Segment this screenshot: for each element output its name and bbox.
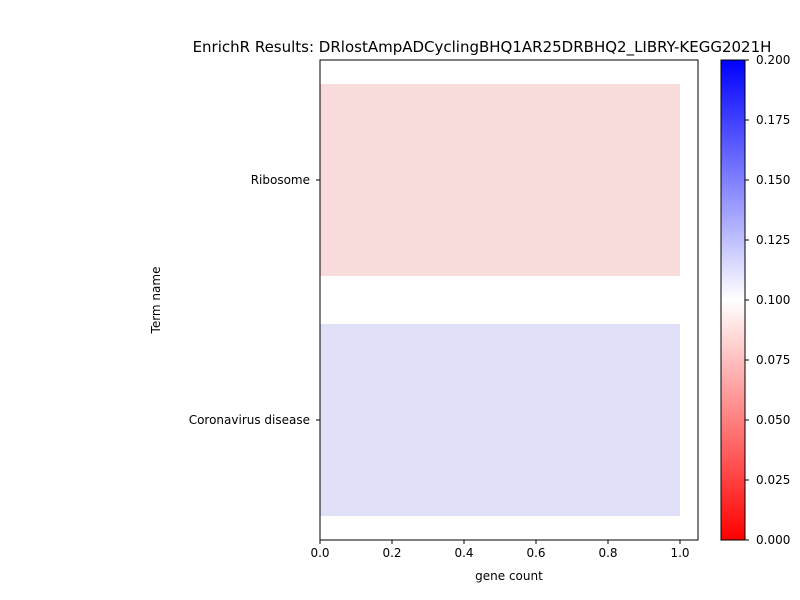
bars-group <box>320 84 680 516</box>
x-axis-ticks: 0.0 0.2 0.4 0.6 0.8 1.0 <box>310 540 690 560</box>
x-tick-label: 0.0 <box>310 546 329 560</box>
colorbar-tick-label: 0.050 <box>756 413 790 427</box>
x-tick-label: 1.0 <box>670 546 689 560</box>
x-axis-label: gene count <box>475 569 543 583</box>
x-tick-label: 0.8 <box>598 546 617 560</box>
colorbar-tick-label: 0.150 <box>756 173 790 187</box>
plot-frame <box>319 59 699 541</box>
bar-coronavirus-disease <box>320 324 680 516</box>
colorbar-tick-label: 0.175 <box>756 113 790 127</box>
x-tick-label: 0.4 <box>454 546 473 560</box>
colorbar <box>720 59 746 541</box>
colorbar-tick-label: 0.075 <box>756 353 790 367</box>
bar-ribosome <box>320 84 680 276</box>
x-tick-label: 0.2 <box>382 546 401 560</box>
y-axis-label: Term name <box>149 267 163 335</box>
colorbar-ticks: 0.000 0.025 0.050 0.075 0.100 0.125 0.150 0.175… <box>745 53 790 547</box>
colorbar-tick-label: 0.025 <box>756 473 790 487</box>
colorbar-tick-label: 0.000 <box>756 533 790 547</box>
colorbar-tick-label: 0.100 <box>756 293 790 307</box>
y-tick-label: Coronavirus disease <box>189 413 310 427</box>
colorbar-tick-label: 0.200 <box>756 53 790 67</box>
colorbar-tick-label: 0.125 <box>756 233 790 247</box>
x-tick-label: 0.6 <box>526 546 545 560</box>
y-axis-ticks: Ribosome Coronavirus disease <box>189 173 320 427</box>
y-tick-label: Ribosome <box>251 173 310 187</box>
chart-title: EnrichR Results: DRlostAmpADCyclingBHQ1A… <box>193 38 772 57</box>
